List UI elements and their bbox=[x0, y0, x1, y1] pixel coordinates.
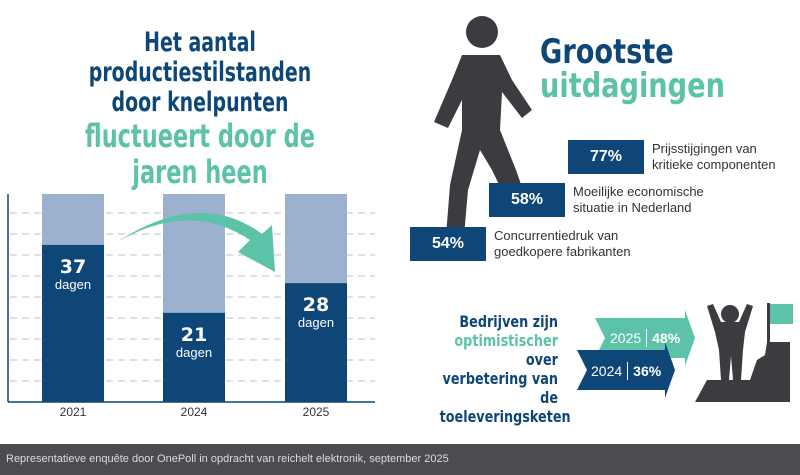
challenge-item: 54% Concurrentiedruk van goedkopere fabri… bbox=[410, 227, 631, 261]
title-line-2: door knelpunten bbox=[111, 87, 289, 118]
bar-value-label: 21 bbox=[181, 324, 207, 346]
arrow-year: 2025 bbox=[610, 330, 642, 346]
main-title: Het aantal productiestilstanden door kne… bbox=[0, 27, 400, 191]
arrows-graphic bbox=[577, 310, 695, 398]
arrow-2025-label: 2025 48% bbox=[610, 329, 680, 347]
arrow-pct: 36% bbox=[633, 363, 662, 379]
arrow-2024-label: 2024 36% bbox=[591, 362, 661, 380]
challenge-pct: 54% bbox=[410, 227, 486, 261]
challenges-title-2: uitdagingen bbox=[540, 66, 725, 106]
challenges-title: Grootste uitdagingen bbox=[540, 35, 771, 103]
bar-unit-label: dagen bbox=[298, 315, 334, 330]
title-line-1: Het aantal productiestilstanden bbox=[88, 27, 312, 88]
x-tick-label: 2025 bbox=[303, 405, 330, 419]
optimism-text: Bedrijven zijn optimistischer over verbe… bbox=[410, 312, 571, 426]
x-tick-label: 2021 bbox=[60, 405, 87, 419]
challenge-label: Moeilijke economische bbox=[573, 184, 704, 199]
bar-2024 bbox=[163, 312, 225, 402]
bar-value-label: 28 bbox=[303, 294, 329, 316]
bar-2021 bbox=[42, 244, 104, 402]
arrow-2024 bbox=[577, 342, 675, 398]
bar-value-label: 37 bbox=[60, 256, 86, 278]
challenges-title-1: Grootste bbox=[540, 32, 674, 72]
challenge-label: goedkopere fabrikanten bbox=[494, 244, 631, 259]
bar-2025 bbox=[285, 283, 347, 402]
challenge-label: Concurrentiedruk van bbox=[494, 228, 619, 243]
challenge-label: situatie in Nederland bbox=[573, 200, 692, 215]
arrow-pct: 48% bbox=[652, 330, 681, 346]
optimism-line-2: optimistischer bbox=[454, 331, 558, 350]
bar-unit-label: dagen bbox=[55, 277, 91, 292]
bar-unit-label: dagen bbox=[176, 345, 212, 360]
challenge-pct: 58% bbox=[489, 183, 565, 217]
challenge-label: Prijsstijgingen van bbox=[652, 141, 757, 156]
title-line-4: jaren heen bbox=[132, 153, 268, 191]
challenge-item: 77% Prijsstijgingen van kritieke componen… bbox=[568, 140, 776, 174]
optimism-line-3: over verbetering van bbox=[442, 350, 558, 388]
x-tick-label: 2024 bbox=[181, 405, 208, 419]
footer-source: Representatieve enquête door OnePoll in … bbox=[0, 444, 800, 475]
success-person-flag-icon bbox=[695, 303, 793, 402]
optimism-line-4: de toeleveringsketen bbox=[439, 388, 571, 426]
challenge-pct: 77% bbox=[568, 140, 644, 174]
arrow-year: 2024 bbox=[591, 363, 623, 379]
title-line-3: fluctueert door de bbox=[85, 117, 315, 155]
optimism-line-1: Bedrijven zijn bbox=[459, 312, 558, 331]
trend-arrow-icon bbox=[117, 212, 275, 272]
challenge-label: kritieke componenten bbox=[652, 157, 776, 172]
challenge-item: 58% Moeilijke economische situatie in Ned… bbox=[489, 183, 704, 217]
